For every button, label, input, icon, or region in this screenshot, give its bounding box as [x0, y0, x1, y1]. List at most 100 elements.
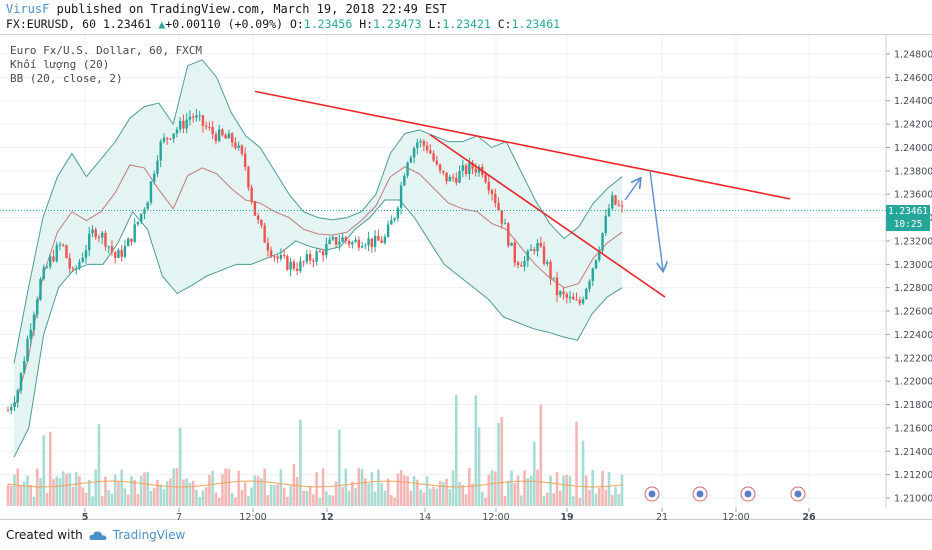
time-axis-label: 21 [656, 512, 668, 523]
candle-body [526, 250, 529, 261]
volume-bar [269, 484, 273, 506]
candle-body [435, 160, 439, 165]
candle-body [500, 210, 503, 224]
volume-bar [201, 490, 205, 506]
author-link[interactable]: VirusF [6, 2, 50, 16]
candle-body [165, 137, 169, 139]
candle-body [419, 140, 422, 143]
legend-bollinger: BB (20, close, 2) [10, 72, 123, 85]
candle-body [620, 205, 624, 207]
volume-bar [409, 490, 413, 506]
symbol-label: FX:EURUSD, 60 [6, 17, 97, 31]
volume-bar [429, 488, 432, 506]
candle-body [380, 240, 383, 243]
candle-body [468, 162, 471, 174]
candle-body [539, 242, 542, 247]
high-value: 1.23473 [373, 17, 422, 31]
volume-bar [497, 423, 500, 506]
candle-body [458, 170, 461, 183]
volume-bar [110, 493, 114, 506]
candle-body [490, 190, 494, 194]
volume-bar [344, 468, 348, 506]
candle-body [29, 329, 32, 339]
candle-body [542, 246, 546, 264]
volume-bar [139, 475, 143, 506]
volume-bar [354, 488, 357, 506]
time-axis-label: 7 [176, 512, 182, 523]
time-axis-label: 12:00 [482, 512, 509, 523]
candle-body [256, 215, 260, 220]
volume-bar [295, 476, 299, 506]
volume-bar [55, 476, 59, 506]
volume-bar [71, 486, 75, 506]
volume-bar [367, 483, 370, 506]
candle-body [393, 218, 396, 221]
candle-body [279, 254, 283, 259]
candle-body [6, 410, 10, 412]
tradingview-link[interactable]: TradingView [112, 528, 186, 542]
candle-body [55, 245, 58, 261]
candle-body [156, 160, 159, 174]
volume-bar [490, 470, 494, 506]
candle-body [42, 267, 45, 280]
volume-bar [182, 479, 185, 506]
volume-bar [61, 471, 65, 506]
candle-body [234, 142, 237, 148]
price-axis-label: 1.24400 [894, 96, 932, 107]
candle-body [52, 256, 55, 261]
volume-bar [120, 469, 124, 506]
volume-bar [357, 468, 361, 506]
candle-body [318, 251, 322, 253]
candle-body [604, 216, 607, 234]
volume-bar [87, 479, 91, 506]
time-axis-label: 12:00 [239, 512, 266, 523]
volume-bar [370, 472, 374, 506]
volume-bar [328, 494, 331, 506]
candle-body [581, 299, 585, 304]
volume-bar [594, 493, 598, 506]
candle-body [175, 129, 179, 134]
volume-bar [286, 496, 289, 506]
open-value: 1.23456 [303, 17, 353, 31]
volume-bar [312, 494, 315, 506]
volume-bar [130, 476, 133, 506]
volume-bar [266, 495, 270, 506]
volume-bar [442, 482, 445, 506]
volume-bar [513, 483, 517, 506]
candle-body [104, 232, 107, 247]
volume-bar [562, 475, 565, 506]
candle-body [237, 145, 240, 148]
candle-body [611, 195, 614, 209]
candle-body [334, 237, 338, 245]
candle-body [185, 119, 188, 129]
volume-bar [162, 489, 166, 506]
volume-bar [383, 490, 387, 506]
candle-body [71, 268, 75, 270]
candle-body [217, 129, 221, 142]
candle-body [396, 207, 400, 219]
candle-body [276, 256, 279, 259]
volume-bar [448, 489, 452, 506]
candle-body [617, 204, 620, 206]
candle-body [598, 250, 601, 260]
volume-bar [529, 475, 533, 506]
price-axis-label: 1.22000 [894, 377, 932, 388]
volume-bar [152, 487, 156, 506]
candle-body [455, 178, 458, 183]
volume-bar [318, 497, 322, 506]
candle-body [406, 162, 409, 176]
candle-body [347, 240, 351, 245]
volume-bar [113, 474, 117, 506]
volume-bar [250, 487, 253, 506]
candle-body [286, 255, 289, 270]
volume-bar [305, 491, 309, 506]
volume-bar [126, 494, 130, 506]
volume-bar [539, 404, 543, 506]
volume-bar [91, 496, 94, 506]
candle-body [302, 261, 305, 263]
volume-bar [464, 494, 468, 506]
current-price-value: 1.23461 [887, 206, 929, 217]
volume-bar [552, 493, 556, 506]
chart-frame[interactable] [0, 34, 932, 520]
